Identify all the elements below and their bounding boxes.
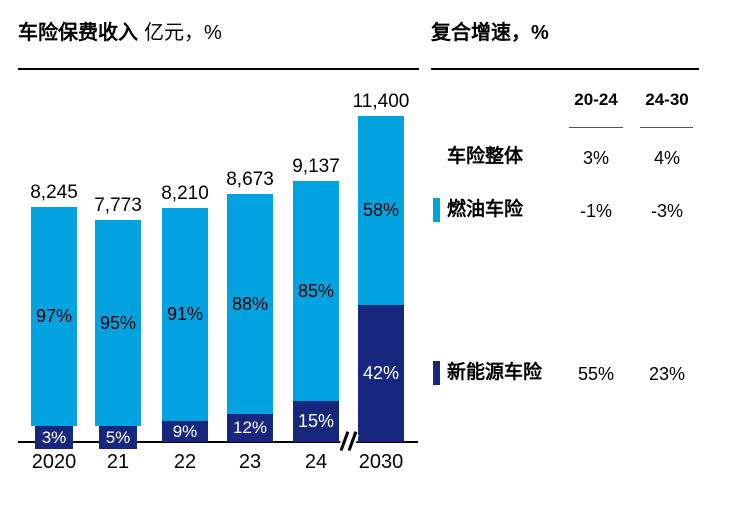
table-cell: 23% [648, 364, 686, 384]
fuel-segment: 95% [95, 220, 141, 426]
nev-share-label: 42% [362, 363, 400, 383]
nev-share-label: 15% [297, 411, 335, 431]
nev-legend-marker [433, 361, 440, 385]
nev-share-label: 12% [232, 418, 268, 437]
bar-group-23: 8,673 88% 12% 23 [226, 0, 274, 518]
left-chart-title: 车险保费收入 亿元，% [18, 20, 222, 46]
nev-share-label: 3% [41, 427, 67, 447]
nev-segment: 5% [99, 426, 137, 449]
col-header-20-24: 20-24 [574, 90, 618, 109]
x-axis-line [18, 441, 418, 443]
fuel-share-label: 58% [362, 200, 400, 220]
col-header-underline [640, 127, 693, 128]
bar-total-label: 7,773 [94, 195, 142, 216]
fuel-legend-marker [433, 198, 440, 222]
nev-segment: 12% [227, 414, 273, 442]
left-chart-title-main: 车险保费收入 [18, 22, 138, 44]
bar-total-label: 8,210 [161, 183, 209, 204]
left-title-rule [18, 68, 419, 70]
table-cell: 55% [577, 364, 615, 384]
nev-segment: 42% [358, 305, 404, 442]
fuel-share-label: 97% [35, 306, 73, 326]
x-tick-2030: 2030 [358, 451, 404, 473]
table-cell: -3% [650, 201, 683, 221]
x-tick-23: 23 [238, 451, 262, 473]
fuel-segment: 88% [227, 194, 273, 414]
bar-group-2020: 8,245 97% 3% 2020 [30, 0, 78, 518]
x-tick-2020: 2020 [31, 451, 77, 473]
nev-share-label: 9% [172, 421, 198, 441]
bar-total-label: 9,137 [292, 156, 340, 177]
right-table-title: 复合增速，% [431, 22, 549, 44]
table-row-label-nev: 新能源车险 [447, 362, 543, 383]
bar-group-22: 8,210 91% 9% 22 [161, 0, 209, 518]
table-row-label-fuel: 燃油车险 [447, 199, 524, 220]
bar-total-label: 8,673 [226, 169, 274, 190]
table-cell: 4% [653, 148, 680, 168]
fuel-share-label: 88% [231, 293, 269, 314]
x-tick-24: 24 [304, 451, 328, 473]
nev-segment: 3% [35, 426, 73, 449]
table-cell: 3% [582, 148, 609, 168]
nev-share-label: 5% [105, 427, 131, 447]
fuel-segment: 85% [293, 181, 339, 401]
nev-segment: 9% [162, 421, 208, 442]
bar-group-21: 7,773 95% 5% 21 [94, 0, 142, 518]
nev-segment: 15% [293, 401, 339, 442]
bar-total-label: 8,245 [30, 182, 78, 203]
table-row-label-total: 车险整体 [447, 146, 524, 167]
bar-group-2030: 11,400 58% 42% 2030 [353, 0, 410, 518]
x-tick-21: 21 [106, 451, 130, 473]
fuel-segment: 97% [31, 207, 77, 426]
fuel-share-label: 91% [166, 304, 204, 324]
fuel-share-label: 95% [99, 312, 137, 333]
left-chart-title-unit: 亿元，% [144, 22, 222, 44]
bar-total-label: 11,400 [352, 91, 410, 112]
fuel-share-label: 85% [297, 280, 335, 301]
fuel-segment: 58% [358, 116, 404, 305]
table-cell: -1% [579, 201, 612, 221]
col-header-24-30: 24-30 [645, 90, 689, 109]
x-tick-22: 22 [173, 451, 197, 473]
col-header-underline [569, 127, 623, 128]
fuel-segment: 91% [162, 208, 208, 421]
right-title-rule [431, 68, 699, 70]
bar-group-24: 9,137 85% 15% 24 [292, 0, 340, 518]
